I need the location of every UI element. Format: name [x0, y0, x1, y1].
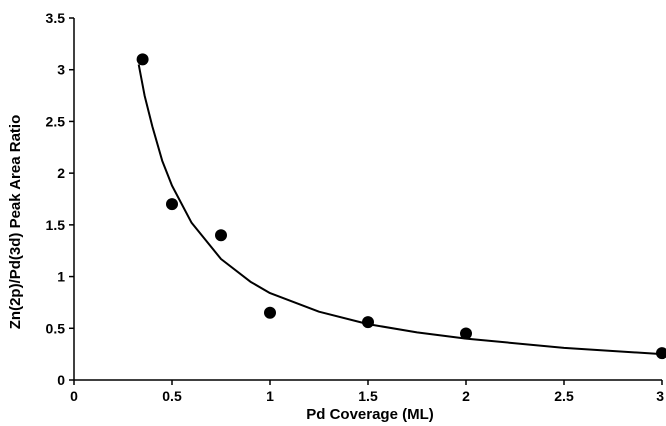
y-tick-label: 3 — [57, 62, 65, 78]
data-point — [136, 53, 149, 66]
y-tick-label: 3.5 — [46, 10, 66, 26]
x-tick-label: 0.5 — [162, 388, 182, 404]
x-tick-label: 1.5 — [358, 388, 378, 404]
y-tick-label: 0 — [57, 372, 65, 388]
data-point — [362, 316, 374, 329]
x-axis-ticks: 0 0.5 1 1.5 2 2.5 3 — [70, 380, 664, 404]
data-point — [656, 347, 666, 360]
x-tick-label: 1 — [266, 388, 274, 404]
data-points-layer — [136, 53, 666, 360]
y-tick-label: 1 — [57, 269, 65, 285]
fit-curve-layer — [137, 64, 663, 356]
x-tick-label: 2.5 — [554, 388, 574, 404]
y-tick-label: 2 — [57, 165, 65, 181]
y-tick-label: 1.5 — [46, 217, 66, 233]
data-point — [460, 327, 472, 340]
fit-curve — [137, 64, 663, 356]
axes — [73, 18, 662, 381]
y-axis-label: Zn(2p)/Pd(3d) Peak Area Ratio — [7, 115, 24, 329]
data-point — [215, 229, 227, 242]
x-axis-label: Pd Coverage (ML) — [306, 406, 434, 423]
y-tick-label: 2.5 — [46, 113, 66, 129]
x-tick-label: 0 — [70, 388, 78, 404]
data-point — [166, 198, 178, 211]
data-point — [264, 306, 276, 319]
y-tick-label: 0.5 — [46, 320, 66, 336]
y-axis-ticks: 0 0.5 1 1.5 2 2.5 3 3.5 — [46, 10, 74, 388]
x-tick-label: 3 — [656, 388, 664, 404]
x-tick-label: 2 — [462, 388, 470, 404]
